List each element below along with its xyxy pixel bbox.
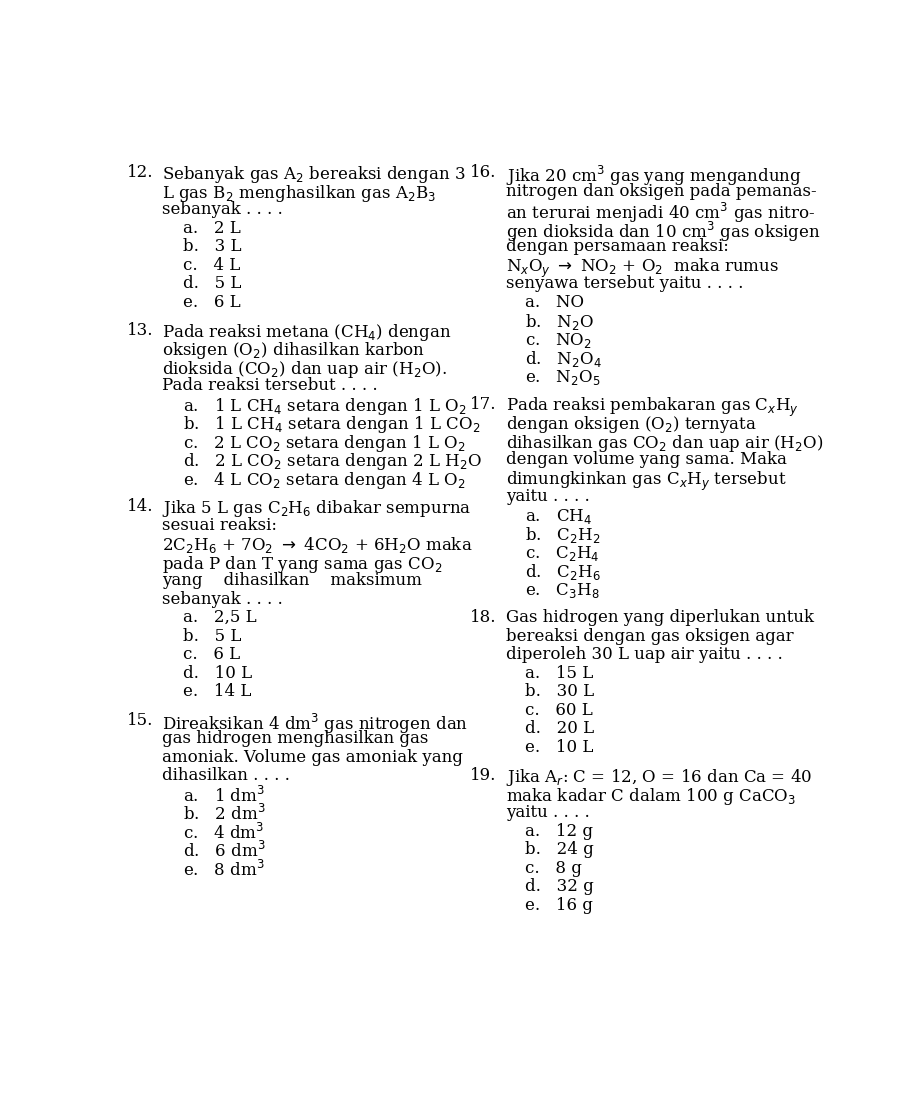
Text: d.   10 L: d. 10 L [183, 665, 252, 681]
Text: e.   4 L CO$_2$ setara dengan 4 L O$_2$: e. 4 L CO$_2$ setara dengan 4 L O$_2$ [183, 470, 466, 490]
Text: dengan oksigen (O$_2$) ternyata: dengan oksigen (O$_2$) ternyata [506, 414, 756, 436]
Text: d.   20 L: d. 20 L [525, 720, 594, 737]
Text: diperoleh 30 L uap air yaitu . . . .: diperoleh 30 L uap air yaitu . . . . [506, 647, 783, 663]
Text: d.   5 L: d. 5 L [183, 275, 241, 292]
Text: 16.: 16. [470, 164, 496, 181]
Text: b.   5 L: b. 5 L [183, 628, 241, 645]
Text: b.   3 L: b. 3 L [183, 238, 241, 255]
Text: a.   12 g: a. 12 g [525, 822, 593, 840]
Text: maka kadar C dalam 100 g CaCO$_3$: maka kadar C dalam 100 g CaCO$_3$ [506, 785, 796, 806]
Text: yaitu . . . .: yaitu . . . . [506, 488, 589, 505]
Text: 17.: 17. [470, 395, 496, 413]
Text: c.   2 L CO$_2$ setara dengan 1 L O$_2$: c. 2 L CO$_2$ setara dengan 1 L O$_2$ [183, 433, 466, 454]
Text: Sebanyak gas A$_2$ bereaksi dengan 3: Sebanyak gas A$_2$ bereaksi dengan 3 [162, 164, 466, 185]
Text: Pada reaksi metana (CH$_4$) dengan: Pada reaksi metana (CH$_4$) dengan [162, 322, 451, 343]
Text: e.   6 L: e. 6 L [183, 294, 241, 311]
Text: Pada reaksi pembakaran gas C$_x$H$_y$: Pada reaksi pembakaran gas C$_x$H$_y$ [506, 395, 799, 419]
Text: Jika 20 cm$^3$ gas yang mengandung: Jika 20 cm$^3$ gas yang mengandung [506, 164, 802, 189]
Text: e.   14 L: e. 14 L [183, 684, 251, 700]
Text: c.   C$_2$H$_4$: c. C$_2$H$_4$ [525, 544, 599, 563]
Text: sebanyak . . . .: sebanyak . . . . [162, 591, 282, 608]
Text: d.   6 dm$^3$: d. 6 dm$^3$ [183, 841, 266, 861]
Text: dimungkinkan gas C$_x$H$_y$ tersebut: dimungkinkan gas C$_x$H$_y$ tersebut [506, 470, 786, 493]
Text: 14.: 14. [127, 498, 153, 515]
Text: c.   60 L: c. 60 L [525, 701, 592, 718]
Text: d.   C$_2$H$_6$: d. C$_2$H$_6$ [525, 562, 600, 582]
Text: b.   1 L CH$_4$ setara dengan 1 L CO$_2$: b. 1 L CH$_4$ setara dengan 1 L CO$_2$ [183, 414, 480, 436]
Text: b.   C$_2$H$_2$: b. C$_2$H$_2$ [525, 525, 600, 545]
Text: senyawa tersebut yaitu . . . .: senyawa tersebut yaitu . . . . [506, 275, 743, 292]
Text: e.   10 L: e. 10 L [525, 738, 593, 756]
Text: N$_x$O$_y$ $\rightarrow$ NO$_2$ + O$_2$  maka rumus: N$_x$O$_y$ $\rightarrow$ NO$_2$ + O$_2$ … [506, 257, 779, 279]
Text: Jika A$_r$: C = 12, O = 16 dan Ca = 40: Jika A$_r$: C = 12, O = 16 dan Ca = 40 [506, 767, 812, 789]
Text: 15.: 15. [127, 712, 153, 728]
Text: b.   2 dm$^3$: b. 2 dm$^3$ [183, 804, 266, 824]
Text: gas hidrogen menghasilkan gas: gas hidrogen menghasilkan gas [162, 731, 428, 747]
Text: yang    dihasilkan    maksimum: yang dihasilkan maksimum [162, 572, 422, 590]
Text: d.   N$_2$O$_4$: d. N$_2$O$_4$ [525, 349, 601, 369]
Text: e.   C$_3$H$_8$: e. C$_3$H$_8$ [525, 581, 599, 600]
Text: Jika 5 L gas C$_2$H$_6$ dibakar sempurna: Jika 5 L gas C$_2$H$_6$ dibakar sempurna [162, 498, 471, 519]
Text: 19.: 19. [470, 767, 496, 784]
Text: an terurai menjadi 40 cm$^3$ gas nitro-: an terurai menjadi 40 cm$^3$ gas nitro- [506, 201, 814, 226]
Text: b.   24 g: b. 24 g [525, 841, 594, 858]
Text: pada P dan T yang sama gas CO$_2$: pada P dan T yang sama gas CO$_2$ [162, 554, 442, 575]
Text: gen dioksida dan 10 cm$^3$ gas oksigen: gen dioksida dan 10 cm$^3$ gas oksigen [506, 220, 820, 244]
Text: e.   8 dm$^3$: e. 8 dm$^3$ [183, 859, 265, 879]
Text: bereaksi dengan gas oksigen agar: bereaksi dengan gas oksigen agar [506, 628, 793, 645]
Text: dihasilkan gas CO$_2$ dan uap air (H$_2$O): dihasilkan gas CO$_2$ dan uap air (H$_2$… [506, 433, 823, 454]
Text: b.   N$_2$O: b. N$_2$O [525, 312, 594, 332]
Text: c.   6 L: c. 6 L [183, 647, 241, 663]
Text: Pada reaksi tersebut . . . .: Pada reaksi tersebut . . . . [162, 378, 377, 394]
Text: a.   2 L: a. 2 L [183, 220, 241, 237]
Text: a.   1 dm$^3$: a. 1 dm$^3$ [183, 785, 265, 805]
Text: Direaksikan 4 dm$^3$ gas nitrogen dan: Direaksikan 4 dm$^3$ gas nitrogen dan [162, 712, 468, 736]
Text: c.   4 dm$^3$: c. 4 dm$^3$ [183, 822, 264, 842]
Text: dengan volume yang sama. Maka: dengan volume yang sama. Maka [506, 451, 786, 468]
Text: dengan persamaan reaksi:: dengan persamaan reaksi: [506, 238, 729, 255]
Text: L gas B$_2$ menghasilkan gas A$_2$B$_3$: L gas B$_2$ menghasilkan gas A$_2$B$_3$ [162, 183, 436, 203]
Text: nitrogen dan oksigen pada pemanas-: nitrogen dan oksigen pada pemanas- [506, 183, 816, 200]
Text: sebanyak . . . .: sebanyak . . . . [162, 201, 282, 218]
Text: a.   1 L CH$_4$ setara dengan 1 L O$_2$: a. 1 L CH$_4$ setara dengan 1 L O$_2$ [183, 395, 467, 417]
Text: amoniak. Volume gas amoniak yang: amoniak. Volume gas amoniak yang [162, 748, 463, 765]
Text: sesuai reaksi:: sesuai reaksi: [162, 517, 277, 534]
Text: 12.: 12. [127, 164, 153, 181]
Text: 18.: 18. [470, 609, 496, 627]
Text: Gas hidrogen yang diperlukan untuk: Gas hidrogen yang diperlukan untuk [506, 609, 814, 627]
Text: a.   2,5 L: a. 2,5 L [183, 609, 257, 627]
Text: c.   NO$_2$: c. NO$_2$ [525, 331, 592, 350]
Text: a.   NO: a. NO [525, 294, 584, 311]
Text: oksigen (O$_2$) dihasilkan karbon: oksigen (O$_2$) dihasilkan karbon [162, 341, 425, 362]
Text: b.   30 L: b. 30 L [525, 684, 594, 700]
Text: yaitu . . . .: yaitu . . . . [506, 804, 589, 821]
Text: d.   2 L CO$_2$ setara dengan 2 L H$_2$O: d. 2 L CO$_2$ setara dengan 2 L H$_2$O [183, 451, 482, 472]
Text: 2C$_2$H$_6$ + 7O$_2$ $\rightarrow$ 4CO$_2$ + 6H$_2$O maka: 2C$_2$H$_6$ + 7O$_2$ $\rightarrow$ 4CO$_… [162, 535, 473, 555]
Text: c.   4 L: c. 4 L [183, 257, 241, 274]
Text: dihasilkan . . . .: dihasilkan . . . . [162, 767, 290, 784]
Text: a.   CH$_4$: a. CH$_4$ [525, 507, 592, 526]
Text: e.   N$_2$O$_5$: e. N$_2$O$_5$ [525, 367, 600, 386]
Text: c.   8 g: c. 8 g [525, 859, 581, 877]
Text: dioksida (CO$_2$) dan uap air (H$_2$O).: dioksida (CO$_2$) dan uap air (H$_2$O). [162, 359, 446, 380]
Text: 13.: 13. [127, 322, 153, 338]
Text: e.   16 g: e. 16 g [525, 897, 593, 914]
Text: a.   15 L: a. 15 L [525, 665, 593, 681]
Text: d.   32 g: d. 32 g [525, 878, 594, 895]
